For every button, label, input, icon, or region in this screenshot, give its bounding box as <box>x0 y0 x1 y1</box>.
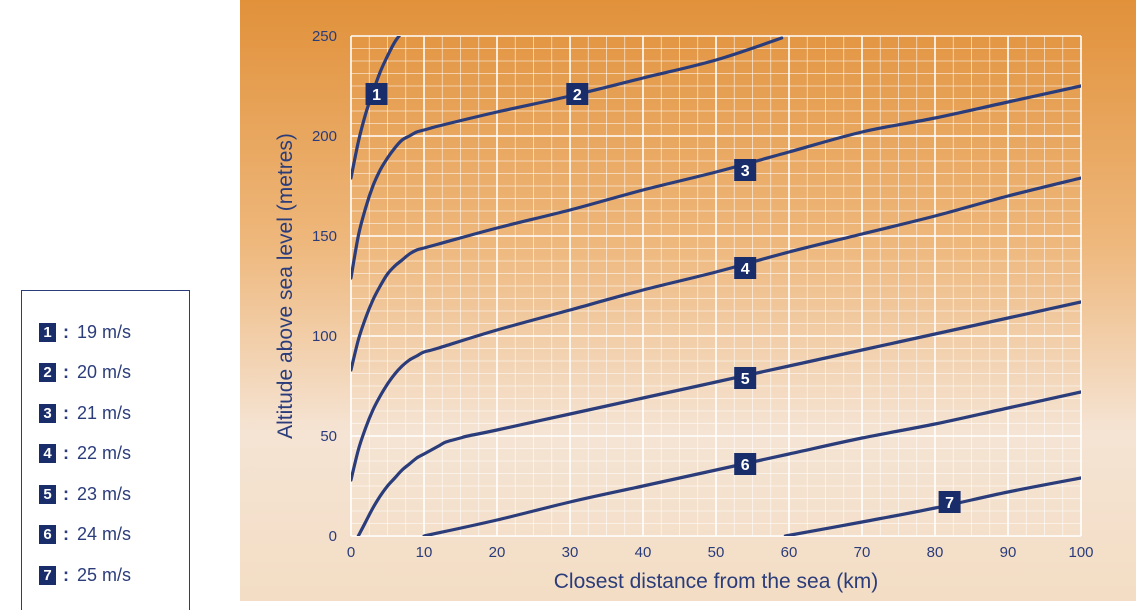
legend-item: 1:19 m/s <box>39 321 131 343</box>
x-tick-label: 20 <box>489 544 506 561</box>
series-badge-1: 1 <box>365 83 388 105</box>
line-chart: 0 10 20 30 40 50 60 70 80 90 100 0 50 100 150 200 250 Clo… <box>274 28 1094 593</box>
x-tick-label: 90 <box>1000 544 1017 561</box>
series-badge-label: 7 <box>945 495 954 512</box>
legend-item: 3:21 m/s <box>39 402 131 424</box>
series-badge-label: 3 <box>741 163 750 180</box>
series-badge-7: 7 <box>938 491 961 513</box>
series-line-3 <box>351 84 1081 372</box>
series-badge-4: 4 <box>734 257 757 279</box>
series-badge-box <box>734 159 757 181</box>
legend-item: 7:25 m/s <box>39 564 131 586</box>
series-line-5 <box>356 300 1081 536</box>
legend-badge: 5 <box>39 484 56 504</box>
chart-panel: 0 10 20 30 40 50 60 70 80 90 100 0 50 100 150 200 250 Clo… <box>240 0 1136 601</box>
legend-label: 23 m/s <box>77 483 132 504</box>
series-badge-3: 3 <box>734 159 757 181</box>
legend-separator: : <box>63 564 69 585</box>
series-line-2 <box>351 36 784 280</box>
series-line-4 <box>351 176 1081 482</box>
y-tick-label: 100 <box>312 328 337 345</box>
series-badge-label: 2 <box>573 87 582 104</box>
x-axis-label: Closest distance from the sea (km) <box>554 570 878 593</box>
legend-separator: : <box>63 443 69 463</box>
legend-item: 4:22 m/s <box>39 443 131 465</box>
legend-badge: 4 <box>39 444 56 463</box>
series-line-7 <box>783 476 1081 536</box>
legend-box: 1:19 m/s 2:20 m/s 3:21 m/s 4:22 m/s 5:23 m/s… <box>21 290 190 610</box>
legend-badge: 1 <box>39 322 56 342</box>
legend-label: 22 m/s <box>77 443 132 463</box>
legend-label: 25 m/s <box>77 564 132 585</box>
series-badge-label: 4 <box>741 261 750 278</box>
y-tick-label: 150 <box>312 228 337 245</box>
y-tick-label: 250 <box>312 28 337 45</box>
legend-item: 6:24 m/s <box>39 524 131 546</box>
legend-separator: : <box>63 483 69 504</box>
legend-separator: : <box>63 402 69 423</box>
legend-item: 5:23 m/s <box>39 483 131 505</box>
x-tick-label: 0 <box>347 544 355 561</box>
legend-separator: : <box>63 362 69 382</box>
legend-badge: 2 <box>39 363 56 382</box>
legend-label: 21 m/s <box>77 402 132 423</box>
legend-badge: 3 <box>39 403 56 423</box>
legend-badge: 7 <box>39 565 56 585</box>
series-badge-5: 5 <box>734 367 757 389</box>
x-tick-label: 100 <box>1068 544 1093 561</box>
series-badge-label: 6 <box>741 457 750 474</box>
series-badge-label: 1 <box>372 87 381 104</box>
y-tick-label: 200 <box>312 128 337 145</box>
series-line-1 <box>351 36 402 180</box>
legend-label: 20 m/s <box>77 362 132 382</box>
x-tick-label: 50 <box>708 544 725 561</box>
x-tick-label: 60 <box>781 544 798 561</box>
series-badge-box <box>566 83 589 105</box>
x-tick-label: 10 <box>416 544 433 561</box>
series-badge-6: 6 <box>734 453 757 475</box>
y-tick-label: 0 <box>329 528 337 545</box>
series-badge-box <box>365 83 388 105</box>
series-badge-box <box>734 257 757 279</box>
series-badge-box <box>734 367 757 389</box>
y-tick-label: 50 <box>320 428 337 445</box>
legend-item: 2:20 m/s <box>39 362 131 384</box>
x-tick-label: 30 <box>562 544 579 561</box>
series-badge-label: 5 <box>741 371 750 388</box>
series-badge-2: 2 <box>566 83 589 105</box>
legend-label: 19 m/s <box>77 321 132 342</box>
y-axis-label: Altitude above sea level (metres) <box>274 133 297 439</box>
series-badge-box <box>734 453 757 475</box>
legend-separator: : <box>63 524 69 544</box>
legend-separator: : <box>63 321 69 342</box>
series-badge-box <box>938 491 961 513</box>
x-tick-label: 80 <box>927 544 944 561</box>
x-tick-label: 70 <box>854 544 871 561</box>
x-tick-label: 40 <box>635 544 652 561</box>
legend-badge: 6 <box>39 525 56 544</box>
legend-label: 24 m/s <box>77 524 132 544</box>
